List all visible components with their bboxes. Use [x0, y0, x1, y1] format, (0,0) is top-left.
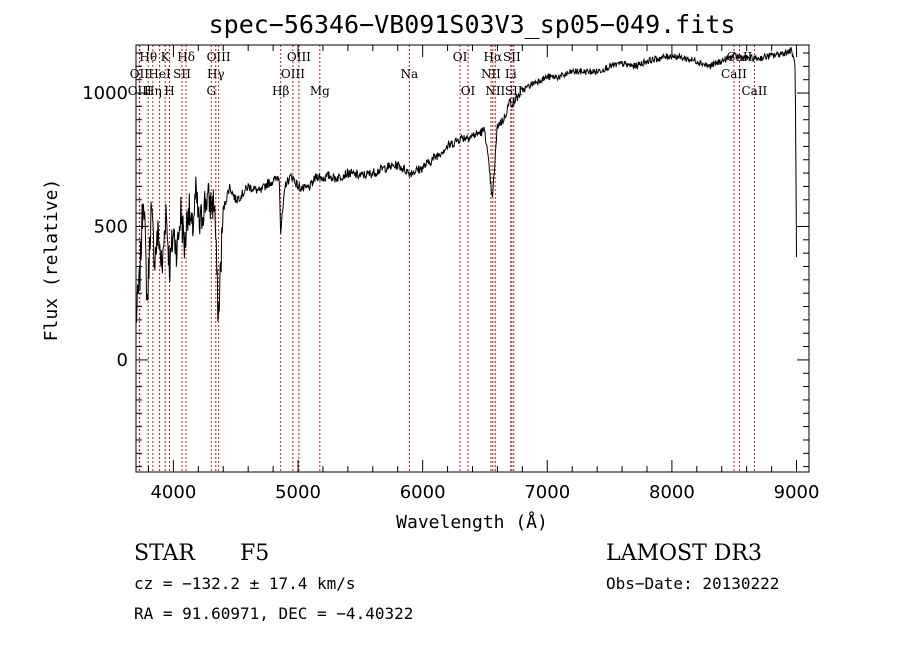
marker-label-27: CaII	[741, 84, 767, 98]
y-tick-label: 500	[94, 216, 128, 237]
plot-area: Hθ OII OIII K HeI Hη H SII Hδ OIII Hγ G Hβ OIII OIII Mg…	[82, 44, 820, 503]
marker-label-5: Hη	[144, 84, 162, 98]
marker-label-3: K	[161, 50, 171, 64]
marker-label-2: OIII	[128, 84, 152, 98]
marker-label-4: HeI	[148, 67, 171, 81]
object-subclass: F5	[240, 541, 269, 566]
coordinates-line: RA = 91.60971, DEC = −4.40322	[134, 604, 413, 623]
x-tick-label: 9000	[774, 482, 820, 503]
marker-label-19: Hα	[484, 50, 503, 64]
x-tick-label: 8000	[649, 482, 695, 503]
x-tick-label: 4000	[150, 482, 196, 503]
marker-label-1: OII	[130, 67, 150, 81]
x-tick-label: 7000	[524, 482, 570, 503]
y-axis-label: Flux (relative)	[41, 179, 62, 342]
marker-label-10: Hγ	[207, 67, 225, 81]
marker-label-16: Na	[400, 67, 418, 81]
marker-label-18: OI	[461, 84, 476, 98]
marker-label-26: CaII	[721, 67, 747, 81]
y-tick-label: 0	[117, 350, 128, 371]
marker-label-20: NII	[481, 67, 501, 81]
marker-label-17: OI	[453, 50, 468, 64]
marker-label-0: Hθ	[139, 50, 157, 64]
marker-label-8: Hδ	[177, 50, 195, 64]
marker-label-9: OIII	[207, 50, 231, 64]
marker-label-22: SII	[503, 50, 521, 64]
y-tick-label: 1000	[82, 83, 128, 104]
object-class: STAR	[134, 541, 196, 566]
marker-label-23: Li	[505, 67, 517, 81]
x-axis-label: Wavelength (Å)	[396, 511, 548, 533]
chart-title: spec−56346−VB091S03V3_sp05−049.fits	[209, 10, 736, 39]
survey-name: LAMOST DR3	[606, 541, 762, 566]
marker-label-25: CaII	[727, 50, 753, 64]
marker-label-7: SII	[173, 67, 191, 81]
x-tick-label: 6000	[400, 482, 446, 503]
marker-label-21: NII	[485, 84, 505, 98]
cz-label: cz =	[134, 574, 182, 593]
marker-label-15: Mg	[310, 84, 330, 98]
spectrum-line	[135, 47, 797, 323]
obs-date: Obs−Date: 20130222	[606, 574, 779, 593]
x-axis-ticks: 4000 5000 6000 7000 8000 9000	[147, 45, 820, 503]
y-axis-ticks: 0 500 1000	[82, 52, 809, 468]
dec-value: −4.40322	[336, 604, 413, 623]
redshift-line: cz = −132.2 ± 17.4 km/s	[134, 574, 356, 593]
ra-value: 91.60971	[182, 604, 259, 623]
ra-label: RA =	[134, 604, 182, 623]
info-panel: STAR F5 LAMOST DR3 cz = −132.2 ± 17.4 km…	[134, 541, 779, 623]
marker-label-12: Hβ	[272, 84, 289, 98]
dec-label: , DEC =	[259, 604, 336, 623]
cz-value: −132.2 ± 17.4 km/s	[182, 574, 355, 593]
marker-label-6: H	[164, 84, 174, 98]
marker-label-11: G	[206, 84, 216, 98]
plot-frame	[135, 44, 810, 473]
marker-label-13: OIII	[287, 50, 311, 64]
x-tick-label: 5000	[275, 482, 321, 503]
emission-line-markers	[138, 45, 755, 472]
marker-label-14: OIII	[281, 67, 305, 81]
emission-line-labels: Hθ OII OIII K HeI Hη H SII Hδ OIII Hγ G Hβ OIII OIII Mg…	[128, 50, 768, 98]
